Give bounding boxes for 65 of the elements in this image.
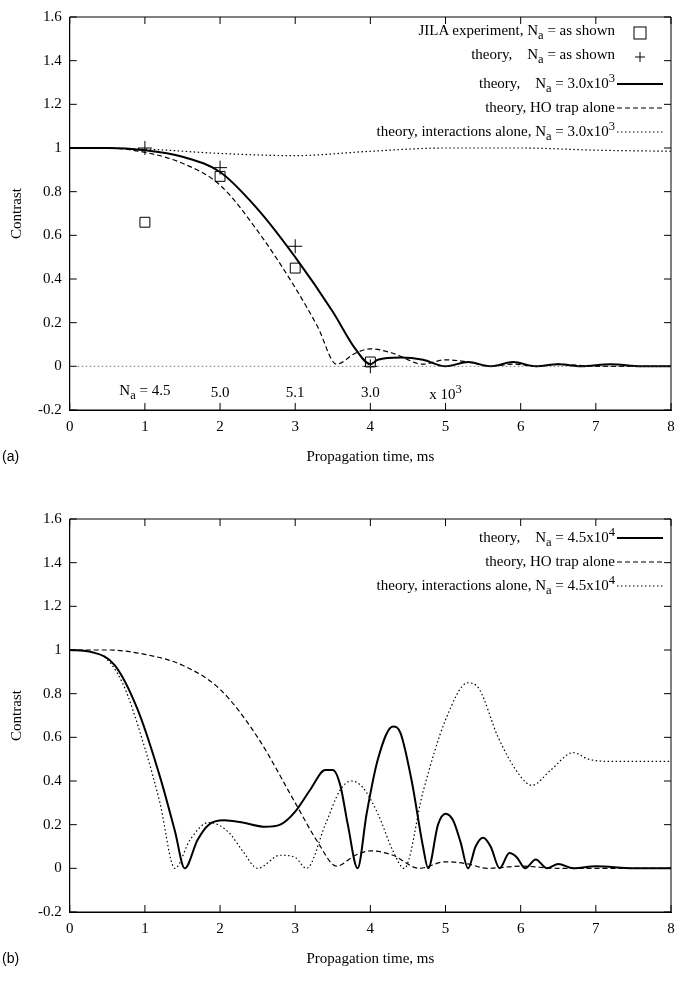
y-tick-label: 0.2 xyxy=(43,815,62,832)
x-tick-label: 1 xyxy=(141,919,149,936)
x-tick-label: 7 xyxy=(592,919,601,936)
legend-label: theory, interactions alone, N$_{a}$ = 3.0x10$^{3}$ xyxy=(376,118,615,145)
y-tick-label: 0 xyxy=(54,859,62,876)
y-tick-label: 0.6 xyxy=(43,728,63,745)
x-tick-label: 6 xyxy=(516,919,525,936)
y-tick-label: 1 xyxy=(54,138,62,155)
y-tick-label: 1 xyxy=(54,640,62,657)
x-tick-label: 5 xyxy=(441,919,450,936)
y-tick-label: 1.4 xyxy=(43,51,63,68)
annotation: N$_{a}$ = 4.5 xyxy=(119,381,171,403)
x-tick-label: 5 xyxy=(441,417,450,434)
y-tick-label: 0.6 xyxy=(43,226,63,243)
annotation: 5.1 xyxy=(285,383,305,401)
y-tick-label: 1.4 xyxy=(43,553,63,570)
x-tick-label: 2 xyxy=(216,417,224,434)
point xyxy=(287,238,303,254)
x-tick-label: 1 xyxy=(141,417,149,434)
x-tick-label: 8 xyxy=(667,417,675,434)
y-tick-label: 1.6 xyxy=(43,509,63,526)
point xyxy=(214,170,226,182)
y-tick-label: 0.8 xyxy=(43,182,62,199)
x-axis-title: Propagation time, ms xyxy=(306,949,435,966)
annotation: 5.0 xyxy=(210,383,230,401)
y-tick-label: 0.4 xyxy=(43,269,63,286)
x-tick-label: 2 xyxy=(216,919,224,936)
legend-label: theory, N$_{a}$ = as shown xyxy=(471,45,615,68)
y-tick-label: -0.2 xyxy=(38,400,62,417)
legend-label: theory, HO trap alone xyxy=(485,98,615,117)
y-axis-title: Contrast xyxy=(7,689,24,741)
point xyxy=(362,358,378,374)
point xyxy=(289,262,301,274)
x-tick-label: 3 xyxy=(291,417,299,434)
x-tick-label: 0 xyxy=(66,919,74,936)
x-tick-label: 7 xyxy=(592,417,601,434)
point xyxy=(137,140,153,156)
legend-label: theory, N$_{a}$ = 3.0x10$^{3}$ xyxy=(479,70,615,97)
x-tick-label: 4 xyxy=(366,919,375,936)
x-axis-title: Propagation time, ms xyxy=(306,447,435,464)
y-tick-label: 1.2 xyxy=(43,597,62,614)
x-tick-label: 0 xyxy=(66,417,74,434)
y-tick-label: 1.6 xyxy=(43,7,63,24)
point xyxy=(364,356,376,368)
x-tick-label: 4 xyxy=(366,417,375,434)
x-tick-label: 3 xyxy=(291,919,299,936)
point xyxy=(212,160,228,176)
annotation: x 10$^{3}$ xyxy=(429,381,462,403)
point xyxy=(139,216,151,228)
legend-label: theory, HO trap alone xyxy=(485,552,615,571)
y-tick-label: 0.8 xyxy=(43,684,62,701)
x-tick-label: 8 xyxy=(667,919,675,936)
y-tick-label: 0.2 xyxy=(43,313,62,330)
y-tick-label: 0 xyxy=(54,357,62,374)
y-axis-title: Contrast xyxy=(7,187,24,239)
y-tick-label: 0.4 xyxy=(43,771,63,788)
text: (b) xyxy=(2,950,20,966)
legend-label: theory, interactions alone, N$_{a}$ = 4.5x10$^{4}$ xyxy=(376,572,615,599)
text: (a) xyxy=(2,448,20,464)
legend-label: JILA experiment, N$_{a}$ = as shown xyxy=(418,21,615,44)
legend-label: theory, N$_{a}$ = 4.5x10$^{4}$ xyxy=(479,524,615,551)
x-tick-label: 6 xyxy=(516,417,525,434)
annotation: 3.0 xyxy=(360,383,380,401)
y-tick-label: -0.2 xyxy=(38,902,62,919)
y-tick-label: 1.2 xyxy=(43,95,62,112)
